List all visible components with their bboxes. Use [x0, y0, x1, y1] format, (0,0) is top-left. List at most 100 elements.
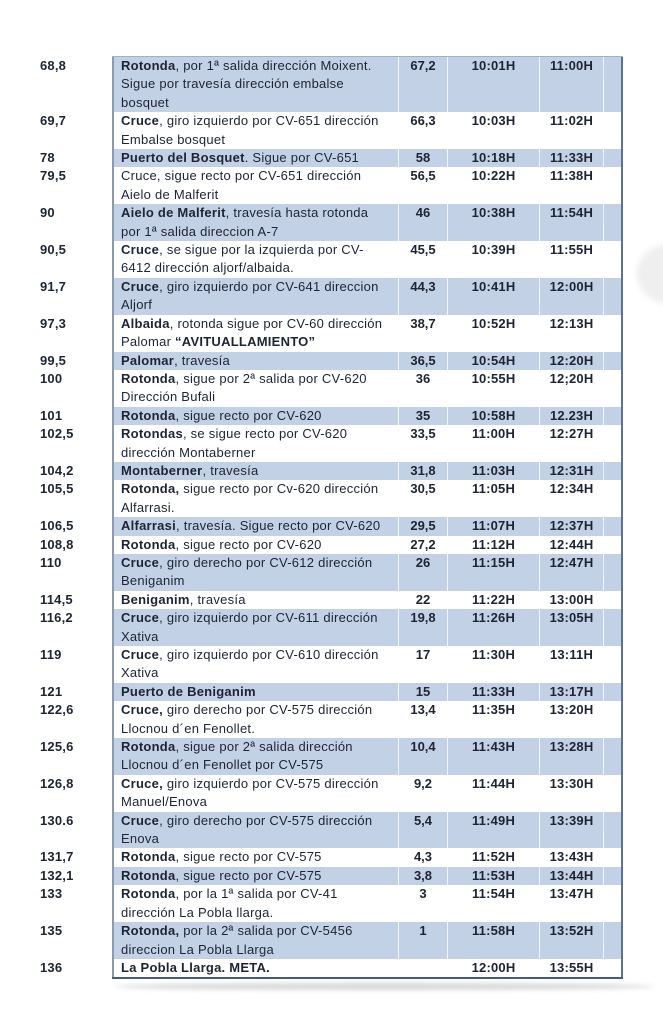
- km-cell: 121: [40, 683, 63, 699]
- time-1-cell: 11:44H: [448, 774, 540, 812]
- remaining-km-cell: 46: [399, 204, 448, 242]
- remaining-km-cell: 36,5: [399, 351, 448, 370]
- row-tail-cell: [604, 646, 621, 683]
- row-tail-cell: [604, 480, 621, 518]
- description-cell: Rotonda, por la 1ª salida por CV-41 dire…: [113, 885, 399, 923]
- row-tail-cell: [604, 774, 621, 812]
- time-1-cell: 10:52H: [448, 314, 540, 352]
- km-cell: 91,7: [40, 278, 67, 294]
- description-cell: Puerto de Beniganim: [113, 682, 399, 702]
- km-cell: 68,8: [40, 58, 67, 73]
- km-cell: 90,5: [40, 242, 67, 258]
- time-1-cell: 11:52H: [448, 848, 540, 867]
- time-1-cell: 10:01H: [448, 57, 540, 113]
- row-tail-cell: [604, 277, 621, 315]
- km-cell: 97,3: [40, 315, 67, 331]
- km-cell: 136: [40, 959, 63, 975]
- description-cell: Rotonda, sigue recto por Cv-620 direcció…: [113, 480, 399, 518]
- time-2-cell: 13:52H: [540, 922, 604, 959]
- remaining-km-cell: 4,3: [399, 848, 448, 867]
- table-row: 99,5 Palomar, travesía 36,5 10:54H 12:20…: [28, 351, 623, 370]
- time-1-cell: 10:55H: [448, 369, 540, 407]
- time-2-cell: 13:20H: [540, 701, 604, 739]
- time-1-cell: 12:00H: [448, 958, 540, 978]
- time-2-cell: 12:13H: [540, 314, 604, 352]
- row-tail-cell: [604, 149, 621, 168]
- table-row: 68,8 Rotonda, por 1ª salida dirección Mo…: [28, 57, 623, 113]
- time-2-cell: 13:17H: [540, 682, 604, 702]
- time-2-cell: 11:02H: [540, 112, 604, 150]
- description-cell: Puerto del Bosquet. Sigue por CV-651: [113, 149, 399, 168]
- time-2-cell: 12:47H: [540, 553, 604, 591]
- table-row: 114,5 Beniganim, travesía 22 11:22H 13:0…: [28, 590, 623, 610]
- row-tail-cell: [604, 314, 621, 352]
- description-cell: Rotonda, sigue por 2ª salida dirección L…: [113, 738, 399, 775]
- description-cell: Montaberner, travesía: [113, 461, 399, 481]
- time-1-cell: 11:30H: [448, 646, 540, 683]
- description-cell: Cruce, giro izquierdo por CV-651 direcci…: [113, 112, 399, 150]
- time-1-cell: 11:53H: [448, 866, 540, 886]
- time-1-cell: 10:38H: [448, 204, 540, 242]
- km-cell: 110: [40, 554, 62, 570]
- table-row: 121 Puerto de Beniganim 15 11:33H 13:17H: [28, 682, 623, 702]
- remaining-km-cell: 56,5: [399, 167, 448, 205]
- description-cell: Beniganim, travesía: [113, 590, 399, 610]
- description-cell: Cruce, sigue recto por CV-651 dirección …: [113, 167, 399, 205]
- description-cell: La Pobla Llarga. META.: [113, 958, 399, 978]
- remaining-km-cell: 10,4: [399, 738, 448, 775]
- time-2-cell: 13:44H: [540, 866, 604, 886]
- row-tail-cell: [604, 590, 621, 610]
- time-1-cell: 11:15H: [448, 553, 540, 591]
- row-tail-cell: [604, 682, 621, 702]
- time-2-cell: 11:33H: [540, 149, 604, 168]
- km-cell: 114,5: [40, 591, 73, 607]
- time-1-cell: 10:18H: [448, 149, 540, 168]
- time-2-cell: 13:28H: [540, 738, 604, 775]
- remaining-km-cell: 3: [399, 885, 448, 923]
- row-tail-cell: [604, 922, 621, 959]
- table-row: 130.6 Cruce, giro derecho por CV-575 dir…: [28, 811, 623, 849]
- time-2-cell: 13:05H: [540, 609, 604, 646]
- time-2-cell: 13:55H: [540, 958, 604, 978]
- route-table-rows: 68,8 Rotonda, por 1ª salida dirección Mo…: [28, 57, 623, 978]
- remaining-km-cell: 3,8: [399, 866, 448, 886]
- row-tail-cell: [604, 167, 621, 205]
- table-row: 100 Rotonda, sigue por 2ª salida por CV-…: [28, 369, 623, 407]
- time-1-cell: 11:22H: [448, 590, 540, 610]
- table-top-border: [112, 56, 623, 57]
- km-cell: 130.6: [40, 812, 74, 828]
- table-bottom-border: [112, 977, 623, 979]
- description-cell: Cruce, giro derecho por CV-575 dirección…: [113, 701, 399, 739]
- row-tail-cell: [604, 553, 621, 591]
- description-cell: Cruce, giro izquierdo por CV-575 direcci…: [113, 774, 399, 812]
- km-cell: 125,6: [40, 739, 74, 755]
- time-2-cell: 11:54H: [540, 204, 604, 242]
- time-2-cell: 13:39H: [540, 811, 604, 849]
- row-tail-cell: [604, 241, 621, 278]
- description-cell: Rotonda, sigue recto por CV-575: [113, 866, 399, 886]
- km-cell: 133: [40, 886, 63, 902]
- remaining-km-cell: 15: [399, 682, 448, 702]
- description-cell: Cruce, giro izquierdo por CV-610 direcci…: [113, 646, 399, 683]
- time-1-cell: 11:43H: [448, 738, 540, 775]
- row-tail-cell: [604, 535, 621, 554]
- row-tail-cell: [604, 958, 621, 978]
- km-cell: 78: [40, 150, 55, 166]
- row-tail-cell: [604, 406, 621, 426]
- remaining-km-cell: 35: [399, 406, 448, 426]
- time-2-cell: 12:31H: [540, 461, 604, 481]
- description-cell: Cruce, giro derecho por CV-575 dirección…: [113, 811, 399, 849]
- remaining-km-cell: 44,3: [399, 277, 448, 315]
- row-tail-cell: [604, 866, 621, 886]
- time-1-cell: 10:41H: [448, 277, 540, 315]
- description-cell: Cruce, giro izquierdo por CV-611 direcci…: [113, 609, 399, 646]
- row-tail-cell: [604, 609, 621, 646]
- table-row: 104,2 Montaberner, travesía 31,8 11:03H …: [28, 461, 623, 481]
- row-tail-cell: [604, 461, 621, 481]
- table-row: 105,5 Rotonda, sigue recto por Cv-620 di…: [28, 480, 623, 518]
- km-cell: 99,5: [40, 352, 67, 368]
- time-2-cell: 11:38H: [540, 167, 604, 205]
- km-cell: 126,8: [40, 775, 74, 791]
- table-row: 119 Cruce, giro izquierdo por CV-610 dir…: [28, 646, 623, 683]
- time-1-cell: 11:12H: [448, 535, 540, 554]
